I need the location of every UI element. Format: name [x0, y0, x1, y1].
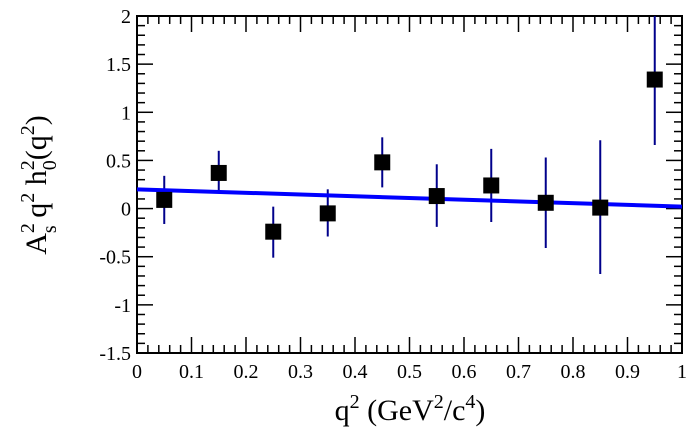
- fit-line-group: [136, 187, 683, 209]
- data-point: [265, 223, 282, 240]
- y-axis-label-group: A2s q2 h20(q2): [17, 115, 61, 254]
- y-axis-label: A2s q2 h20(q2): [17, 115, 61, 254]
- error-bars: [163, 16, 656, 275]
- data-point: [156, 191, 173, 208]
- x-tick-label: 0.1: [179, 361, 204, 383]
- data-point: [210, 164, 227, 181]
- x-tick-label: 0.2: [234, 361, 259, 383]
- data-points: [156, 71, 663, 240]
- data-point: [646, 71, 663, 88]
- data-point: [374, 154, 391, 171]
- x-tick-label: 0.6: [452, 361, 477, 383]
- x-tick-label: 0.3: [288, 361, 313, 383]
- x-tick-label: 0.4: [343, 361, 368, 383]
- x-tick-label: 0.9: [615, 361, 640, 383]
- y-tick-label: 0: [121, 199, 131, 221]
- x-tick-label: 0: [132, 361, 142, 383]
- y-tick-label: 2: [121, 6, 131, 28]
- y-tick-label: -1.5: [99, 343, 131, 365]
- x-tick-label: 1: [677, 361, 687, 383]
- data-point: [428, 188, 445, 205]
- data-point: [483, 177, 500, 194]
- data-point: [319, 205, 336, 222]
- x-tick-label: 0.7: [506, 361, 531, 383]
- x-axis-label: q2 (GeV2/c4): [335, 391, 486, 427]
- y-tick-label: 0.5: [106, 150, 131, 172]
- y-tick-label: -1: [114, 295, 131, 317]
- fit-line: [136, 187, 683, 209]
- y-tick-label: 1.5: [106, 54, 131, 76]
- x-tick-label: 0.8: [561, 361, 586, 383]
- data-point: [592, 199, 609, 216]
- y-tick-label: -0.5: [99, 247, 131, 269]
- ticks: 0 0.1 0.2 0.3 0.4 0.5 0.6 0.7 0.8 0.9 1 -1.5 -1 -0.5 0…: [99, 6, 687, 383]
- y-tick-label: 1: [121, 102, 131, 124]
- data-point: [537, 194, 554, 211]
- x-tick-label: 0.5: [397, 361, 422, 383]
